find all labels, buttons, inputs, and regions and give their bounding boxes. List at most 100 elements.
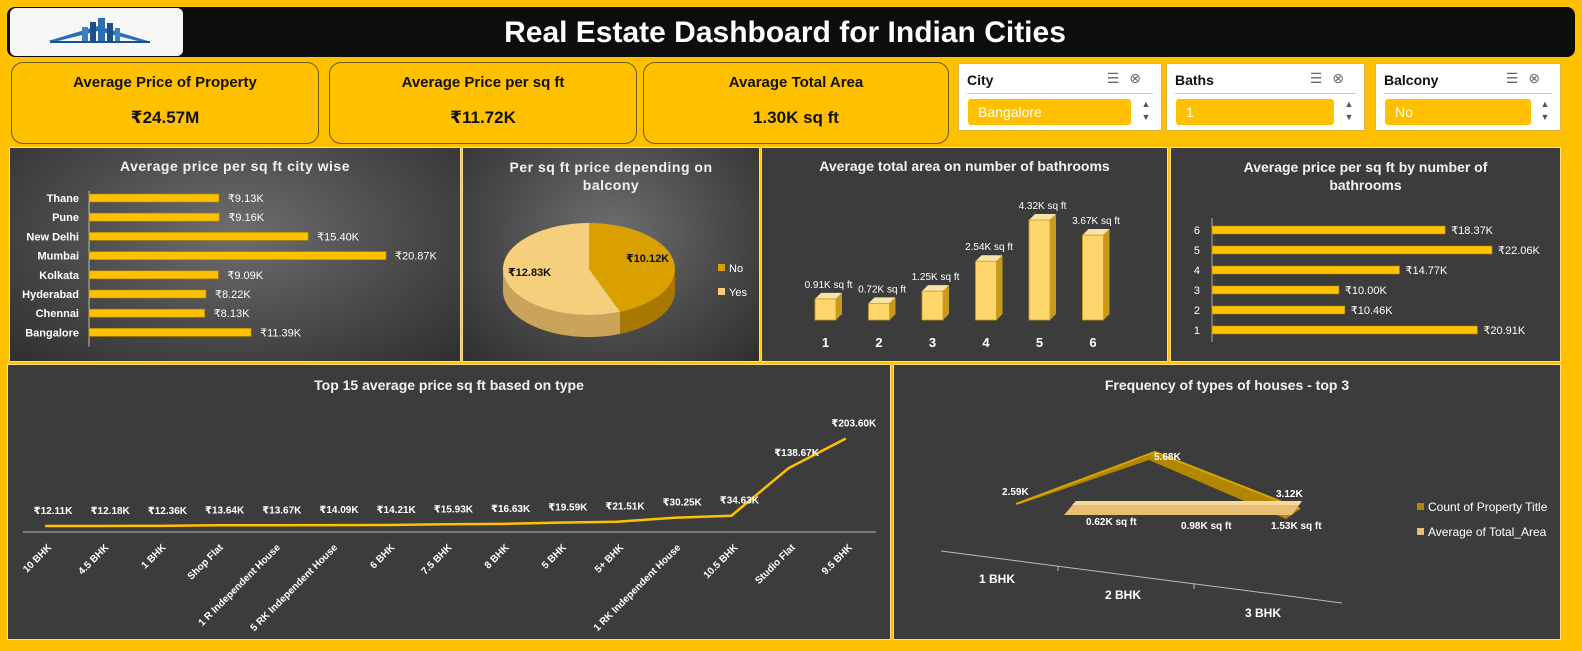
bar xyxy=(88,193,220,203)
slicer-scrollbar[interactable]: ▲ ▼ xyxy=(1139,98,1153,124)
tick-label: 7.5 BHK xyxy=(420,542,455,577)
slicer-balcony[interactable]: Balcony ☰⊗ No ▲ ▼ xyxy=(1375,63,1561,131)
slicer-scrollbar[interactable]: ▲ ▼ xyxy=(1538,98,1552,124)
legend-label: No xyxy=(729,263,743,275)
bar-top xyxy=(815,292,842,299)
tick-label: Thane xyxy=(47,193,79,205)
data-label: ₹18.37K xyxy=(1451,225,1494,237)
bar xyxy=(88,232,309,241)
slicer-item-selected[interactable]: Bangalore xyxy=(968,99,1131,125)
tick-label: Kolkata xyxy=(39,270,80,282)
chart-price-bathrooms-panel: Average price per sq ft by number of bat… xyxy=(1170,147,1561,362)
bar xyxy=(1211,305,1346,315)
chart-area-bathrooms: 0.91K sq ft 1 0.72K sq ft 2 1.25K sq ft 3 2.54… xyxy=(805,201,1121,350)
chevron-down-icon[interactable]: ▼ xyxy=(1141,112,1151,122)
bar xyxy=(88,270,219,280)
bar-side xyxy=(889,297,896,320)
clear-filter-icon[interactable]: ⊗ xyxy=(1528,70,1550,86)
legend-swatch xyxy=(1417,503,1424,510)
tick-label: 4 xyxy=(982,335,990,350)
divider xyxy=(1175,93,1356,94)
bar-top xyxy=(1029,214,1056,220)
pie-slice-side xyxy=(620,269,675,334)
data-label: 0.91K sq ft xyxy=(805,280,853,291)
tick-label: 5 xyxy=(1036,335,1043,350)
bar-top xyxy=(975,255,1003,262)
data-label: 5.68K xyxy=(1154,452,1181,463)
bar xyxy=(88,251,387,260)
legend-label: Yes xyxy=(729,287,747,299)
tick-label: New Delhi xyxy=(26,231,79,243)
pie-slice xyxy=(589,223,675,312)
data-label: ₹12.83K xyxy=(508,267,551,279)
data-label: ₹15.93K xyxy=(434,504,474,515)
multi-select-icon[interactable]: ☰ xyxy=(1309,70,1333,86)
data-label: ₹12.18K xyxy=(91,506,131,517)
slicer-title: City xyxy=(967,72,994,88)
multi-select-icon[interactable]: ☰ xyxy=(1505,70,1529,86)
bar xyxy=(975,260,997,321)
tick-label: 9.5 BHK xyxy=(820,542,855,577)
tick-label: 5 xyxy=(1194,245,1200,257)
chevron-up-icon[interactable]: ▲ xyxy=(1344,99,1354,109)
slicer-city[interactable]: City ☰⊗ Bangalore ▲ ▼ xyxy=(958,63,1162,131)
tick-label: 6 xyxy=(1089,335,1096,350)
tick-label: 1 BHK xyxy=(140,542,170,572)
clear-filter-icon[interactable]: ⊗ xyxy=(1332,70,1354,86)
data-label: ₹12.36K xyxy=(148,506,188,517)
logo xyxy=(10,8,183,56)
data-label: ₹203.60K xyxy=(831,419,877,430)
data-label: ₹8.22K xyxy=(215,289,251,301)
tick-label: Shop Flat xyxy=(186,542,226,582)
chart-balcony-pie-panel: Per sq ft price depending on balcony ₹10… xyxy=(462,147,760,362)
chevron-down-icon[interactable]: ▼ xyxy=(1344,112,1354,122)
clear-filter-icon[interactable]: ⊗ xyxy=(1129,70,1151,86)
slicer-title: Baths xyxy=(1175,72,1214,88)
multi-select-icon[interactable]: ☰ xyxy=(1106,70,1130,86)
chart-price-bathrooms: 6 ₹18.37K 5 ₹22.06K 4 ₹14.77K 3 ₹10.00K 2 ₹10.46K… xyxy=(1194,218,1541,342)
bar xyxy=(868,302,890,321)
chart-city-price-panel: Average price per sq ft city wise Thane ₹… xyxy=(9,147,461,362)
data-label: ₹9.16K xyxy=(228,212,264,224)
chart-title: Per sq ft price depending on balcony xyxy=(509,159,713,193)
chart-area-bathrooms-panel: Average total area on number of bathroom… xyxy=(761,147,1168,362)
chart-balcony-pie: ₹10.12K ₹12.83K No Yes xyxy=(503,223,747,337)
data-label: ₹14.77K xyxy=(1405,265,1448,277)
data-label: ₹11.39K xyxy=(260,327,302,339)
chart-top15-type-panel: Top 15 average price sq ft based on type… xyxy=(7,364,891,640)
data-label: ₹15.40K xyxy=(317,231,360,243)
tick-label: 10.5 BHK xyxy=(702,542,741,581)
slicer-item-selected[interactable]: 1 xyxy=(1176,99,1334,125)
data-label: ₹22.06K xyxy=(1498,245,1541,257)
bar xyxy=(88,289,207,299)
data-label: ₹10.12K xyxy=(626,253,669,265)
bar-side xyxy=(1103,229,1110,320)
data-label: 3.67K sq ft xyxy=(1072,216,1120,227)
tick-label: 2 BHK xyxy=(1105,588,1141,602)
tick-label: 3 xyxy=(929,335,936,350)
kpi-average-price-sqft: Average Price per sq ft ₹11.72K xyxy=(329,62,637,144)
chevron-up-icon[interactable]: ▲ xyxy=(1141,99,1151,109)
chevron-up-icon[interactable]: ▲ xyxy=(1540,99,1550,109)
slicer-scrollbar[interactable]: ▲ ▼ xyxy=(1342,98,1356,124)
building-logo-icon xyxy=(48,18,150,43)
chart-title: Average total area on number of bathroom… xyxy=(819,158,1110,174)
slicer-toolbar: ☰⊗ xyxy=(1506,70,1550,87)
data-label: ₹10.46K xyxy=(1351,305,1394,317)
series-line xyxy=(44,437,847,528)
chevron-down-icon[interactable]: ▼ xyxy=(1540,112,1550,122)
data-label: 0.72K sq ft xyxy=(858,284,906,295)
tick-label: Chennai xyxy=(36,308,79,320)
data-label: 4.32K sq ft xyxy=(1019,201,1067,212)
tick-label: 10 BHK xyxy=(21,542,54,575)
kpi-value: 1.30K sq ft xyxy=(753,108,839,127)
tick-label: Mumbai xyxy=(37,251,79,263)
bar xyxy=(88,308,205,318)
slicer-baths[interactable]: Baths ☰⊗ 1 ▲ ▼ xyxy=(1166,63,1365,131)
data-label: ₹8.13K xyxy=(214,308,250,320)
tick-label: Pune xyxy=(52,212,79,224)
data-label: ₹10.00K xyxy=(1345,285,1388,297)
tick-label: Bangalore xyxy=(25,327,79,339)
slicer-item-selected[interactable]: No xyxy=(1385,99,1531,125)
data-label: 3.12K xyxy=(1276,489,1303,500)
